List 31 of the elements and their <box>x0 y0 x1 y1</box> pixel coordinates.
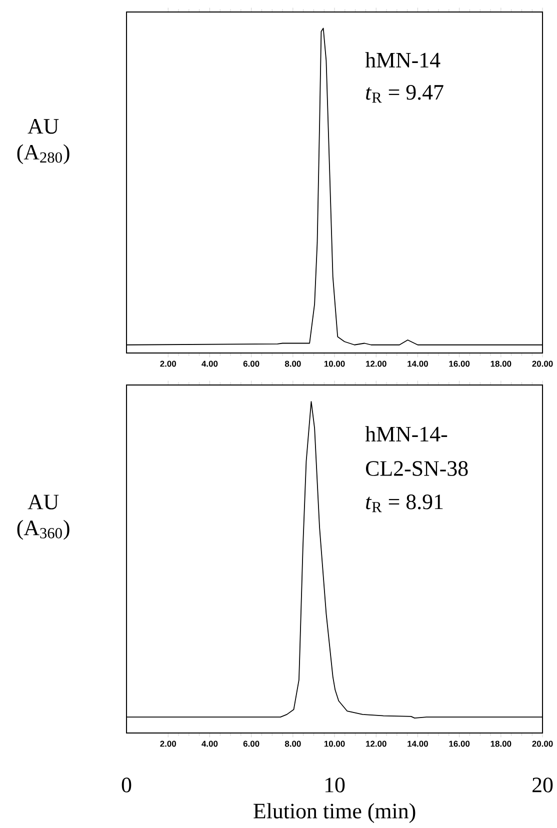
x-tick-label: 14.00 <box>408 360 428 367</box>
x-tick-label: 8.00 <box>285 360 301 367</box>
x-tick-label: 6.00 <box>243 740 260 747</box>
x2-tick-label: 20 <box>532 778 553 792</box>
x-tick-label: 2.00 <box>160 360 176 367</box>
x-tick-label: 12.00 <box>366 740 386 747</box>
x-tick-label: 18.00 <box>490 740 512 747</box>
x-tick-label: 2.00 <box>160 740 176 747</box>
x2-axis-title: Elution time (min) <box>254 803 416 823</box>
x-tick-label: 14.00 <box>408 740 428 747</box>
annotation: t$_{R}$ = 8.91 <box>366 494 443 512</box>
annotation: hMN-14- <box>365 426 448 442</box>
x-tick-label: 8.00 <box>285 740 301 747</box>
x2-tick-label: 0 <box>122 778 132 792</box>
x-tick-label: 18.00 <box>490 360 512 367</box>
annotation: CL2-SN-38 <box>366 461 468 476</box>
x-tick-label: 10.00 <box>324 740 345 747</box>
x-tick-label: 16.00 <box>449 740 470 747</box>
x-tick-label: 10.00 <box>324 360 345 367</box>
x2-tick-label: 10 <box>326 778 345 792</box>
x-tick-label: 6.00 <box>243 360 260 367</box>
x-tick-label: 12.00 <box>366 360 386 367</box>
x-tick-label: 4.00 <box>202 740 218 747</box>
x-tick-label: 4.00 <box>202 360 218 367</box>
x-tick-label: 20.00 <box>532 740 553 747</box>
y-axis-title: AU (A$_{280}$) <box>17 119 70 164</box>
annotation: t$_{R}$ = 9.47 <box>366 85 444 103</box>
annotation: hMN-14 <box>365 52 440 68</box>
x-tick-label: 20.00 <box>532 360 553 367</box>
y-axis-title: AU (A$_{360}$) <box>17 494 70 540</box>
x-tick-label: 16.00 <box>449 360 470 367</box>
